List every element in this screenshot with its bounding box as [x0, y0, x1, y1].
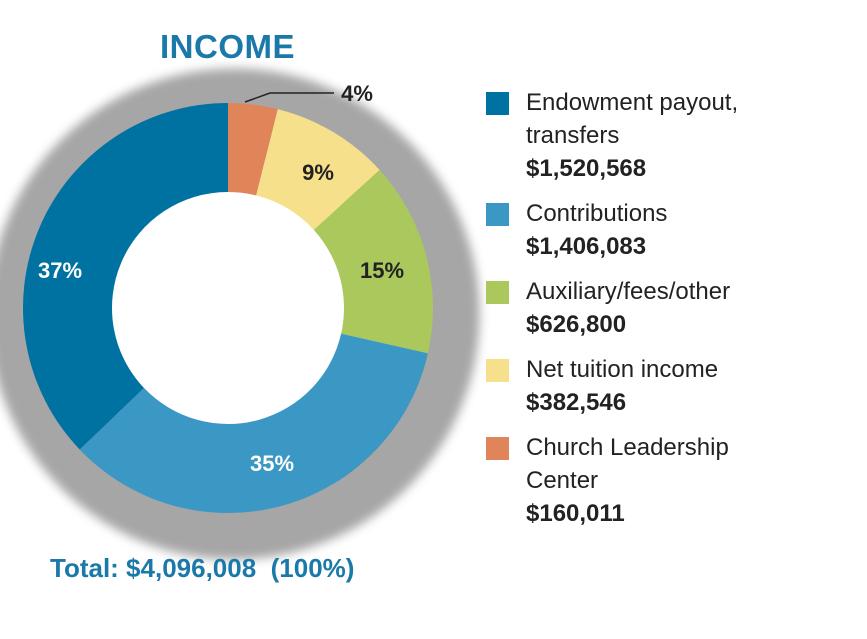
chart-title: INCOME [160, 28, 295, 65]
legend-value: $160,011 [526, 500, 625, 527]
slice-percent-label: 37% [38, 258, 82, 283]
legend-swatch [486, 437, 509, 460]
legend-label: Net tuition income [526, 356, 719, 383]
donut-slice-net-tuition-income [256, 109, 380, 230]
legend-item: Church Leadership Center $160,011 [486, 431, 856, 530]
legend-value: $382,546 [526, 389, 627, 416]
legend-item: Endowment payout, transfers $1,520,568 [486, 86, 856, 185]
legend-swatch [486, 203, 509, 226]
donut-slice-auxiliary-fees-other [313, 169, 433, 354]
legend: Endowment payout, transfers $1,520,568 Cont… [486, 86, 856, 542]
legend-swatch [486, 281, 509, 304]
legend-swatch [486, 359, 509, 382]
legend-label: Endowment payout, [526, 89, 739, 116]
legend-label: Contributions [526, 200, 668, 227]
legend-value: $626,800 [526, 311, 627, 338]
legend-value: $1,520,568 [526, 155, 647, 182]
legend-label: Church Leadership [526, 434, 729, 461]
slice-percent-label: 4% [341, 81, 373, 106]
donut-slice-contributions [79, 333, 428, 513]
slice-percent-label: 35% [250, 451, 294, 476]
slice-percent-label: 15% [360, 258, 404, 283]
leader-line [244, 92, 334, 103]
legend-swatch [486, 92, 509, 115]
legend-item: Net tuition income $382,546 [486, 353, 856, 419]
legend-item: Auxiliary/fees/other $626,800 [486, 275, 856, 341]
slice-percent-label: 9% [302, 160, 334, 185]
legend-label: transfers [526, 122, 620, 149]
legend-label: Center [526, 467, 599, 494]
donut-slice-endowment-payout-transfers [23, 103, 228, 450]
legend-item: Contributions $1,406,083 [486, 197, 856, 263]
legend-value: $1,406,083 [526, 233, 647, 260]
total-label: Total: $4,096,008 (100%) [50, 553, 355, 583]
donut-slice-church-leadership-center [228, 103, 278, 196]
legend-label: Auxiliary/fees/other [526, 278, 731, 305]
